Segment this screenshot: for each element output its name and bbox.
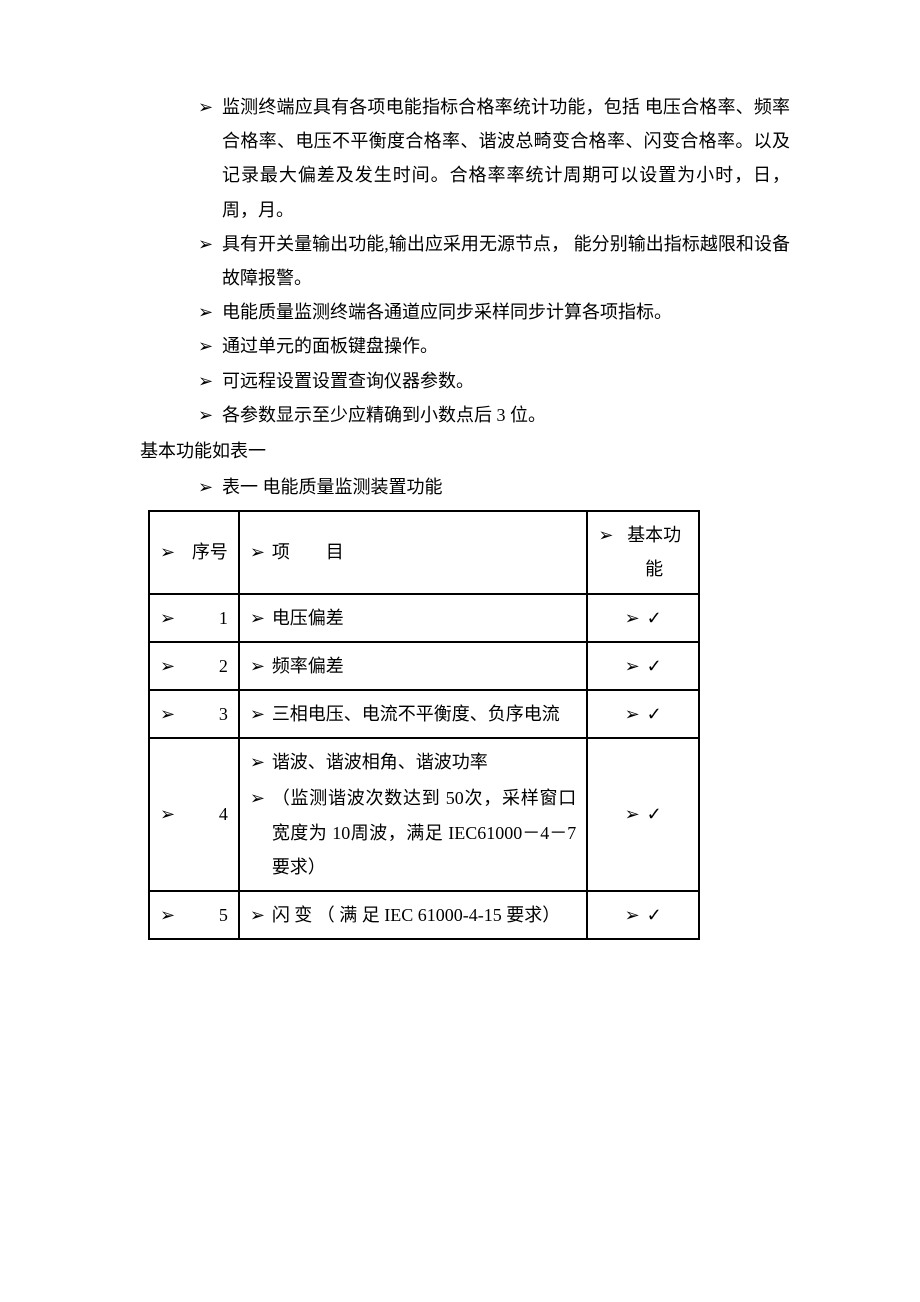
table-caption: 表一 电能质量监测装置功能 [198,470,790,504]
requirements-list: 监测终端应具有各项电能指标合格率统计功能，包括 电压合格率、频率合格率、电压不平… [140,90,790,432]
list-item: 具有开关量输出功能,输出应采用无源节点， 能分别输出指标越限和设备故障报警。 [198,227,790,295]
cell-seq: 5 [149,891,239,939]
item-text: 三相电压、电流不平衡度、负序电流 [250,697,577,731]
function-table: 序号 项 目 基本功能 1 电压偏差 ✓ 2 频率偏差 ✓ 3 [148,510,700,940]
list-item: 监测终端应具有各项电能指标合格率统计功能，包括 电压合格率、频率合格率、电压不平… [198,90,790,227]
item-text: 频率偏差 [250,649,577,683]
seq-text: 5 [160,898,228,932]
item-text: 闪 变 （ 满 足 IEC 61000-4-15 要求） [250,898,577,932]
table-header-row: 序号 项 目 基本功能 [149,511,699,593]
func-check-icon: ✓ [625,697,662,731]
cell-seq: 4 [149,738,239,891]
cell-item: 谐波、谐波相角、谐波功率 （监测谐波次数达到 50次，采样窗口宽度为 10周波，… [239,738,588,891]
cell-item: 三相电压、电流不平衡度、负序电流 [239,690,588,738]
seq-text: 1 [160,601,228,635]
seq-text: 4 [160,797,228,831]
table-row: 3 三相电压、电流不平衡度、负序电流 ✓ [149,690,699,738]
cell-func: ✓ [587,891,699,939]
cell-item: 电压偏差 [239,594,588,642]
table-row: 5 闪 变 （ 满 足 IEC 61000-4-15 要求） ✓ [149,891,699,939]
table-row: 1 电压偏差 ✓ [149,594,699,642]
item-text: 电压偏差 [250,601,577,635]
header-item: 项 目 [239,511,588,593]
header-func-text: 基本功能 [598,518,688,586]
table-row: 4 谐波、谐波相角、谐波功率 （监测谐波次数达到 50次，采样窗口宽度为 10周… [149,738,699,891]
func-check-icon: ✓ [625,601,662,635]
cell-item: 闪 变 （ 满 足 IEC 61000-4-15 要求） [239,891,588,939]
pre-table-text: 基本功能如表一 [140,434,790,468]
cell-func: ✓ [587,690,699,738]
cell-seq: 1 [149,594,239,642]
func-check-icon: ✓ [625,649,662,683]
func-check-icon: ✓ [625,898,662,932]
cell-func: ✓ [587,738,699,891]
seq-text: 3 [160,697,228,731]
cell-item: 频率偏差 [239,642,588,690]
header-item-text: 项 目 [250,535,577,569]
table-caption-list: 表一 电能质量监测装置功能 [140,470,790,504]
cell-seq: 3 [149,690,239,738]
cell-func: ✓ [587,642,699,690]
list-item: 通过单元的面板键盘操作。 [198,329,790,363]
header-func: 基本功能 [587,511,699,593]
table-row: 2 频率偏差 ✓ [149,642,699,690]
header-seq-text: 序号 [160,535,228,569]
header-seq: 序号 [149,511,239,593]
cell-func: ✓ [587,594,699,642]
func-check-icon: ✓ [625,797,662,831]
item-text: 谐波、谐波相角、谐波功率 [250,745,577,779]
seq-text: 2 [160,649,228,683]
item-text: （监测谐波次数达到 50次，采样窗口宽度为 10周波，满足 IEC61000－4… [250,781,577,884]
list-item: 可远程设置设置查询仪器参数。 [198,364,790,398]
cell-seq: 2 [149,642,239,690]
list-item: 各参数显示至少应精确到小数点后 3 位。 [198,398,790,432]
list-item: 电能质量监测终端各通道应同步采样同步计算各项指标。 [198,295,790,329]
